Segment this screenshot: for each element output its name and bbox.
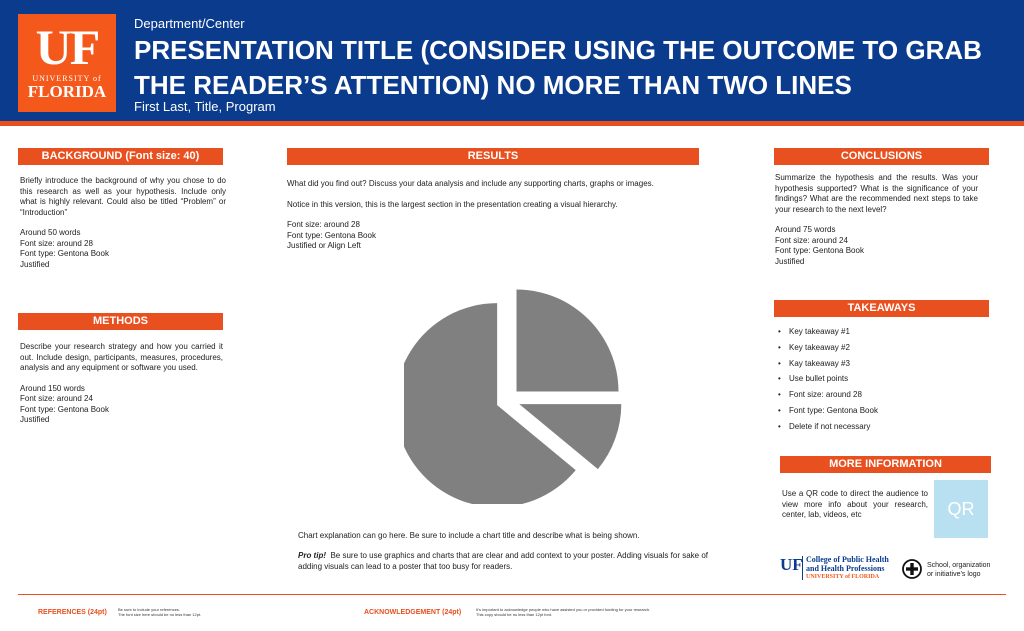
- chart-explanation: Chart explanation can go here. Be sure t…: [298, 531, 640, 540]
- references-note: Be sure to include your references. The …: [118, 607, 201, 617]
- header-stripe: [0, 121, 1024, 126]
- acknowledgement-note: It’s important to acknowledge people who…: [476, 607, 650, 617]
- takeaway-item: Font type: Gentona Book: [778, 406, 878, 422]
- cphhp-name: College of Public Health and Health Prof…: [806, 555, 889, 573]
- takeaways-heading: TAKEAWAYS: [774, 300, 989, 317]
- background-spec-size: Font size: around 28: [20, 238, 93, 248]
- takeaways-list: Key takeaway #1 Key takeaway #2 Kay take…: [778, 327, 878, 438]
- school-logo-placeholder: School, organization or initiative’s log…: [927, 561, 990, 579]
- pie-slice-1: [516, 289, 619, 392]
- conclusions-body: Summarize the hypothesis and the results…: [775, 173, 978, 214]
- methods-spec-words: Around 150 words: [20, 383, 85, 393]
- pro-tip-label: Pro tip!: [298, 551, 326, 560]
- cphhp-line-2: and Health Professions: [806, 564, 885, 573]
- background-section: Briefly introduce the background of why …: [20, 176, 226, 270]
- cphhp-divider: [802, 556, 803, 580]
- author-line: First Last, Title, Program: [134, 99, 276, 114]
- logo-florida-text: FLORIDA: [27, 82, 107, 101]
- results-line-2: Notice in this version, this is the larg…: [287, 199, 618, 209]
- pie-slice-3: [404, 303, 576, 504]
- conclusions-section: Summarize the hypothesis and the results…: [775, 173, 978, 267]
- more-info-heading: MORE INFORMATION: [780, 456, 991, 473]
- plus-circle-icon: [902, 559, 922, 579]
- background-spec-align: Justified: [20, 259, 50, 269]
- background-heading: BACKGROUND (Font size: 40): [18, 148, 223, 165]
- conclusions-spec-words: Around 75 words: [775, 225, 836, 234]
- takeaway-item: Use bullet points: [778, 374, 878, 390]
- results-section: What did you find out? Discuss your data…: [287, 179, 707, 252]
- methods-spec-size: Font size: around 24: [20, 394, 93, 403]
- conclusions-heading: CONCLUSIONS: [774, 148, 989, 165]
- poster-title: PRESENTATION TITLE (CONSIDER USING THE O…: [134, 35, 982, 100]
- takeaway-item: Font size: around 28: [778, 390, 878, 406]
- conclusions-spec-font: Font type: Gentona Book: [775, 246, 864, 255]
- references-note-1: Be sure to include your references.: [118, 607, 181, 612]
- cphhp-line-1: College of Public Health: [806, 555, 889, 564]
- methods-spec-font: Font type: Gentona Book: [20, 404, 109, 414]
- methods-heading: METHODS: [18, 313, 223, 330]
- logo-university-text: UNIVERSITY of: [32, 74, 102, 83]
- takeaway-item: Delete if not necessary: [778, 422, 878, 438]
- header-banner: UF UNIVERSITY of FLORIDA Department/Cent…: [0, 0, 1024, 121]
- background-spec-words: Around 50 words: [20, 228, 81, 237]
- conclusions-spec-size: Font size: around 24: [775, 235, 848, 245]
- background-spec-font: Font type: Gentona Book: [20, 249, 109, 258]
- acknowledgement-label: ACKNOWLEDGEMENT (24pt): [364, 609, 462, 616]
- takeaway-item: Kay takeaway #3: [778, 359, 878, 375]
- results-heading: RESULTS: [287, 148, 699, 165]
- qr-code-placeholder[interactable]: QR: [934, 480, 988, 538]
- methods-body: Describe your research strategy and how …: [20, 342, 223, 372]
- methods-section: Describe your research strategy and how …: [20, 342, 223, 426]
- references-label: REFERENCES (24pt): [38, 609, 107, 616]
- school-logo-line-1: School, organization: [927, 562, 991, 569]
- more-info-body: Use a QR code to direct the audience to …: [782, 489, 928, 519]
- pro-tip-text: Be sure to use graphics and charts that …: [298, 551, 709, 571]
- pro-tip: Pro tip! Be sure to use graphics and cha…: [298, 551, 733, 572]
- takeaway-item: Key takeaway #1: [778, 327, 878, 343]
- cphhp-uf-logo: UF: [780, 555, 803, 574]
- logo-uf-text: UF: [35, 19, 101, 75]
- references-note-2: The font size here should be no less tha…: [118, 612, 202, 617]
- background-body: Briefly introduce the background of why …: [20, 176, 226, 217]
- methods-spec-align: Justified: [20, 415, 50, 424]
- department-label: Department/Center: [134, 16, 245, 31]
- uf-logo: UF UNIVERSITY of FLORIDA: [18, 14, 116, 112]
- takeaway-item: Key takeaway #2: [778, 343, 878, 359]
- pie-slice-2: [519, 404, 622, 470]
- results-pie-chart: [404, 289, 622, 504]
- cphhp-university: UNIVERSITY of FLORIDA: [806, 574, 880, 580]
- conclusions-spec-align: Justified: [775, 256, 805, 266]
- acknowledgement-note-1: It’s important to acknowledge people who…: [476, 607, 651, 612]
- school-logo-line-2: or initiative’s logo: [927, 571, 981, 578]
- results-spec-size: Font size: around 28: [287, 220, 360, 229]
- results-line-1: What did you find out? Discuss your data…: [287, 179, 654, 188]
- results-spec-font: Font type: Gentona Book: [287, 230, 376, 240]
- acknowledgement-note-2: This copy should be no less than 12pt fo…: [476, 612, 553, 617]
- footer-divider: [18, 594, 1006, 595]
- results-spec-align: Justified or Align Left: [287, 241, 361, 250]
